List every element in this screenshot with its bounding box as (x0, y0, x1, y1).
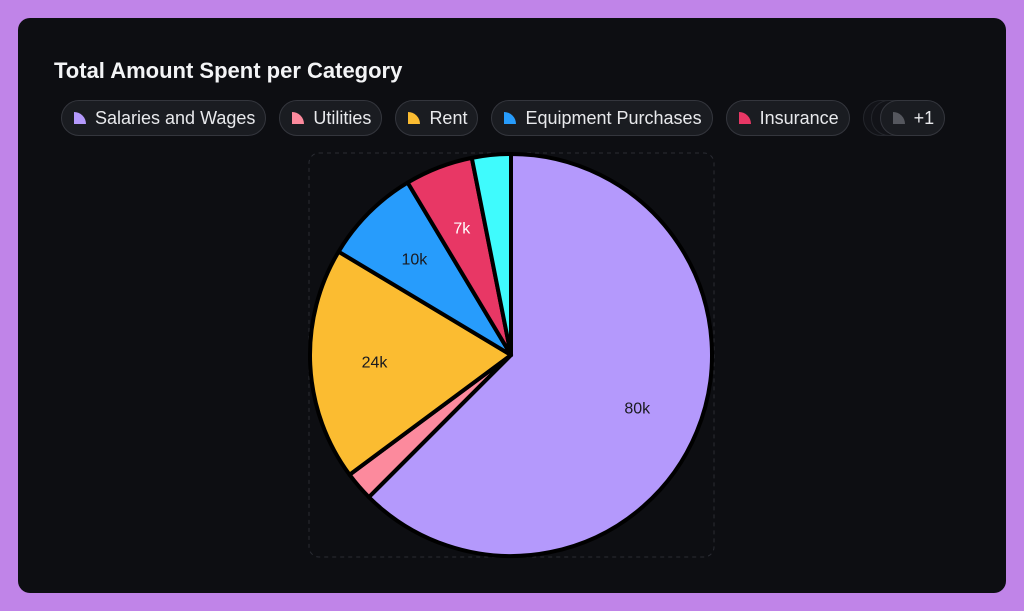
legend-more-button[interactable]: +1 (862, 100, 947, 136)
legend-label: Equipment Purchases (525, 107, 702, 128)
slice-label: 24k (362, 355, 389, 372)
slice-label: 7k (453, 220, 471, 237)
chart-title: Total Amount Spent per Category (54, 58, 403, 83)
legend-label: Salaries and Wages (95, 107, 256, 128)
legend: Salaries and Wages Utilities Rent Equipm… (61, 100, 947, 136)
legend-label: Insurance (759, 107, 839, 128)
pie-slice[interactable] (308, 249, 513, 477)
pie-slice[interactable] (469, 152, 513, 357)
legend-item-insurance[interactable]: Insurance (725, 100, 850, 136)
pie-slice[interactable] (366, 152, 714, 558)
slice-label: 80k (624, 400, 651, 417)
legend-item-utilities[interactable]: Utilities (279, 100, 383, 136)
legend-more-label: +1 (913, 107, 935, 128)
legend-label: Utilities (313, 107, 372, 128)
slice-label: 10k (401, 251, 428, 268)
legend-item-rent[interactable]: Rent (395, 100, 479, 136)
legend-item-equipment[interactable]: Equipment Purchases (491, 100, 713, 136)
legend-item-salaries[interactable]: Salaries and Wages (61, 100, 267, 136)
legend-label: Rent (429, 107, 468, 128)
